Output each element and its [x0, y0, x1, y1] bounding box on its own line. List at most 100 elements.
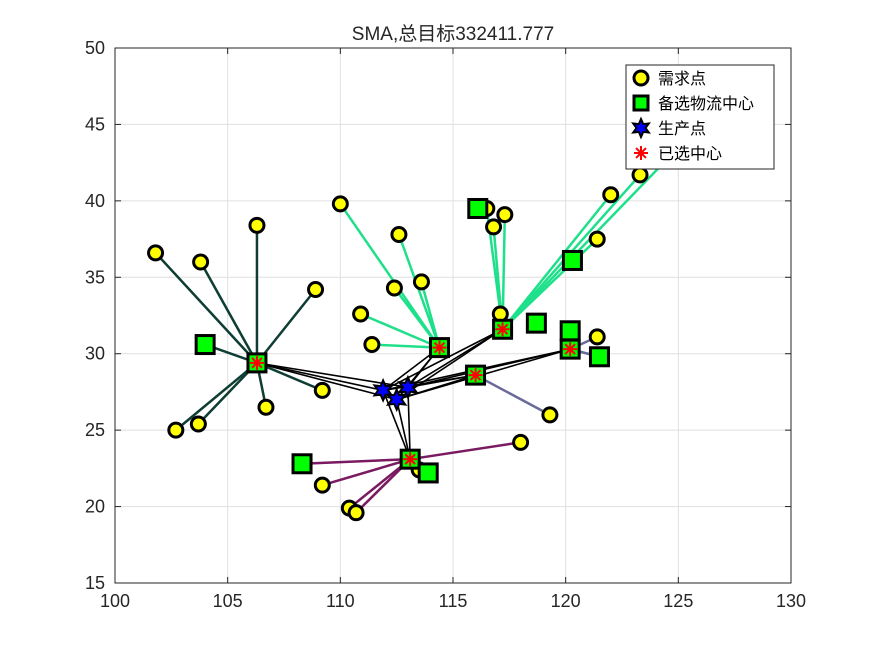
demand-point: [512, 433, 530, 451]
selected-center: [468, 368, 483, 383]
production-link: [382, 328, 503, 392]
demand-point: [602, 186, 620, 204]
assignment-line: [409, 441, 521, 461]
x-tick-label: 130: [776, 591, 806, 611]
candidate-center: [467, 198, 489, 219]
demand-point: [631, 166, 649, 184]
asterisk-stroke: [469, 369, 482, 381]
assignment-line: [255, 288, 317, 364]
production-link: [396, 374, 476, 401]
legend-label: 备选物流中心: [658, 95, 754, 113]
assignment-line: [154, 251, 258, 364]
assignment-line: [474, 374, 551, 416]
assignment-line: [360, 312, 440, 349]
y-tick-label: 40: [85, 191, 105, 211]
y-tick-label: 45: [85, 114, 105, 134]
selected-center: [495, 322, 510, 337]
asterisk-stroke: [496, 323, 509, 335]
candidate-center: [194, 334, 216, 356]
x-tick-label: 125: [663, 591, 693, 611]
production-link: [407, 387, 411, 460]
demand-point: [307, 281, 325, 299]
demand-point: [248, 216, 266, 234]
production-link: [382, 390, 411, 460]
demand-point: [147, 244, 165, 262]
demand-point: [257, 398, 275, 416]
candidate-center: [559, 320, 581, 342]
x-tick-label: 110: [326, 591, 355, 611]
demand-point: [412, 273, 430, 291]
demand-point: [192, 253, 210, 271]
legend-box: [625, 64, 775, 170]
x-tick-label: 105: [213, 591, 243, 611]
asterisk-stroke: [404, 453, 416, 465]
demand-point: [588, 328, 606, 346]
candidate-center: [291, 453, 313, 475]
assignment-line: [420, 281, 441, 348]
demand-point: [496, 206, 514, 224]
legend-label: 已选中心: [658, 145, 722, 163]
assignment-line: [339, 203, 441, 349]
demand-point: [390, 225, 408, 243]
demand-point: [331, 195, 349, 213]
production-point: [397, 374, 419, 400]
assignment-line: [175, 361, 258, 432]
legend-label: 生产点: [658, 120, 706, 138]
demand-point: [485, 218, 503, 236]
demand-point: [363, 336, 381, 354]
demand-point: [313, 476, 331, 494]
demand-point: [385, 279, 403, 297]
demand-point: [588, 230, 606, 248]
y-tick-label: 25: [85, 420, 105, 440]
y-tick-label: 30: [85, 344, 105, 364]
legend-marker-star: [631, 116, 651, 140]
demand-point: [313, 381, 331, 399]
assignment-line: [321, 457, 411, 487]
legend-marker-square: [632, 94, 650, 112]
candidate-center: [588, 346, 610, 368]
selected-center: [403, 452, 418, 467]
asterisk-stroke: [564, 343, 576, 355]
production-link: [407, 328, 503, 389]
demand-point: [167, 421, 185, 439]
assignment-line: [256, 361, 323, 392]
demand-point: [189, 415, 207, 433]
y-tick-label: 20: [85, 497, 105, 517]
production-link: [407, 374, 476, 389]
production-link: [256, 362, 397, 401]
assignment-line: [501, 193, 612, 331]
asterisk-stroke: [251, 357, 263, 369]
assignment-line: [397, 234, 441, 349]
production-link: [407, 348, 571, 389]
axes: 100 105 110 115 120 125 130 15 20 25 30 35 40 45 50: [85, 38, 806, 611]
production-link: [256, 362, 384, 392]
candidate-center: [417, 462, 439, 484]
markers: [147, 166, 649, 522]
production-point: [372, 377, 394, 403]
candidate-center: [561, 249, 583, 271]
assignment-line: [301, 457, 411, 466]
demand-point: [352, 305, 370, 323]
legend-label: 需求点: [658, 70, 706, 88]
chart-title: SMA,总目标332411.777: [352, 23, 554, 45]
production-point: [385, 387, 408, 413]
assignment-line: [371, 343, 440, 349]
selected-center: [249, 355, 264, 370]
selected-center: [432, 340, 447, 355]
y-tick-label: 35: [85, 267, 105, 287]
legend-marker-asterisk: [634, 146, 648, 160]
y-tick-label: 15: [85, 573, 105, 593]
x-tick-label: 100: [100, 591, 130, 611]
selected-center: [563, 342, 578, 357]
asterisk-stroke: [433, 341, 446, 354]
asterisk-stroke: [635, 147, 647, 159]
demand-point: [347, 504, 365, 522]
x-tick-label: 115: [439, 591, 468, 611]
y-tick-label: 50: [85, 38, 105, 58]
x-tick-label: 120: [551, 591, 581, 611]
assignment-line: [199, 261, 259, 364]
demand-point: [541, 406, 559, 424]
